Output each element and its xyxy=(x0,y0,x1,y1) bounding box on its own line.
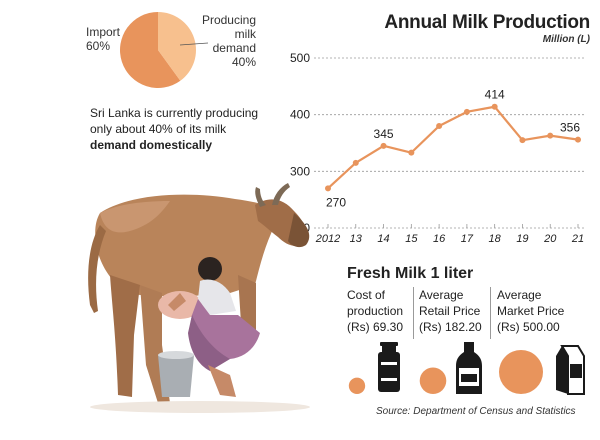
data-label-21: 356 xyxy=(560,121,580,135)
x-tick-label: 14 xyxy=(377,233,389,245)
data-point-20 xyxy=(547,132,554,139)
milk-can-icon xyxy=(378,342,400,392)
pie-slice-producing-milk-demand xyxy=(158,12,196,81)
series-line xyxy=(327,105,579,190)
pie-slice-import xyxy=(119,12,181,88)
data-point-18 xyxy=(491,103,498,110)
pie-chart xyxy=(119,12,196,88)
source-note: Source: Department of Census and Statist… xyxy=(376,406,576,417)
milk-bottle-icon xyxy=(456,342,482,394)
data-label-2012: 270 xyxy=(326,195,346,209)
column-divider xyxy=(490,287,491,339)
data-point-16 xyxy=(436,123,443,129)
data-point-13 xyxy=(352,159,359,166)
production-note: Sri Lanka is currently producing only ab… xyxy=(90,106,259,152)
x-tick-label: 18 xyxy=(489,233,502,245)
pie-producing-label: Producing milk demand 40% xyxy=(201,13,256,69)
chart-title: Annual Milk Production xyxy=(384,12,590,33)
y-tick-label: 400 xyxy=(290,108,310,122)
data-point-14 xyxy=(380,142,387,149)
price-circle-0 xyxy=(348,377,366,394)
price-circle-2 xyxy=(499,350,543,394)
data-point-2012 xyxy=(325,185,331,192)
x-tick-label: 16 xyxy=(433,233,446,245)
x-tick-label: 15 xyxy=(405,233,418,245)
data-point-17 xyxy=(463,108,470,115)
x-tick-label: 21 xyxy=(571,233,584,245)
data-point-21 xyxy=(575,136,581,143)
chart-unit: Million (L) xyxy=(542,34,590,45)
x-tick-label: 2012 xyxy=(315,233,340,245)
pie-leader-line xyxy=(180,42,209,46)
data-point-19 xyxy=(519,137,526,144)
cost-of-production-column: Cost of production (Rs) 69.30 xyxy=(347,288,404,334)
y-tick-label: 500 xyxy=(290,51,310,65)
pie-import-label: Import 60% xyxy=(86,25,121,53)
y-tick-label: 300 xyxy=(290,164,310,178)
cow-milking-illustration xyxy=(88,183,310,413)
data-label-14: 345 xyxy=(374,127,394,141)
market-price-column: Average Market Price (Rs) 500.00 xyxy=(497,288,565,334)
retail-price-column: Average Retail Price (Rs) 182.20 xyxy=(419,288,482,334)
line-chart: 2003004005002012131415161718192021270345… xyxy=(290,51,586,245)
price-circle-1 xyxy=(419,367,447,394)
x-tick-label: 20 xyxy=(543,233,557,245)
fresh-milk-title: Fresh Milk 1 liter xyxy=(347,265,474,282)
data-point-15 xyxy=(408,149,415,156)
x-tick-label: 17 xyxy=(461,233,474,245)
data-label-18: 414 xyxy=(485,88,505,102)
x-tick-label: 13 xyxy=(350,233,363,245)
price-icons xyxy=(348,342,585,395)
x-tick-label: 19 xyxy=(516,233,528,245)
milk-carton-icon xyxy=(556,345,585,395)
column-divider xyxy=(413,287,414,339)
